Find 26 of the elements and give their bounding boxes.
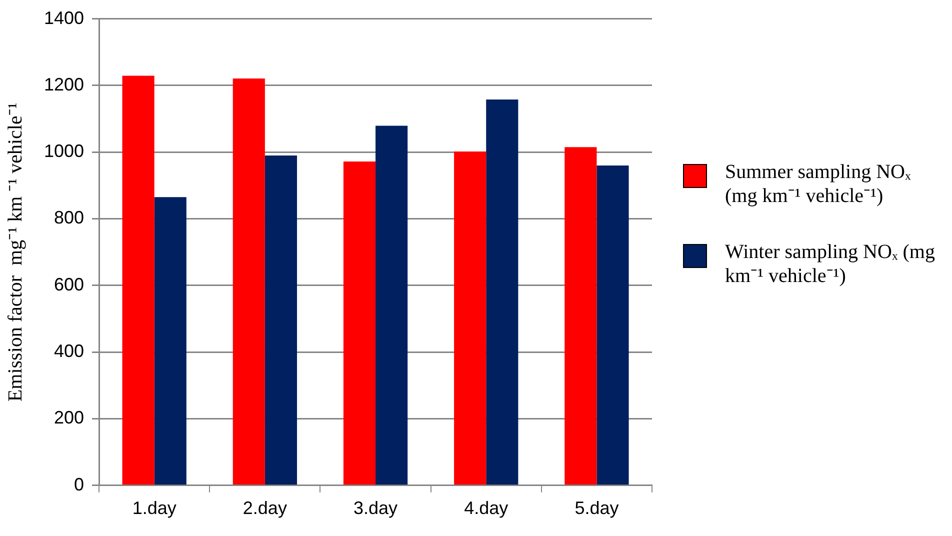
bar	[486, 99, 518, 485]
x-tick-label: 4.day	[464, 498, 508, 518]
y-tick-label: 1200	[44, 74, 84, 94]
legend-label: Summer sampling NOₓ (mg km⁻¹ vehicle⁻¹)	[725, 160, 912, 208]
y-tick-label: 1400	[44, 8, 84, 28]
legend-label: Winter sampling NOₓ (mg km⁻¹ vehicle⁻¹)	[725, 240, 936, 288]
bar	[154, 197, 186, 485]
y-tick-label: 1000	[44, 141, 84, 162]
bar	[376, 126, 408, 485]
x-tick-label: 1.day	[132, 498, 176, 518]
y-axis-title: Emission factor mg⁻¹ km ⁻¹ vehicle⁻¹	[4, 102, 26, 402]
bar	[454, 151, 486, 485]
x-tick-label: 5.day	[574, 498, 619, 518]
y-tick-label: 600	[54, 274, 84, 294]
bar	[596, 165, 629, 485]
bar	[564, 147, 597, 485]
y-tick-label: 0	[74, 474, 84, 494]
bar	[122, 76, 154, 485]
bar	[232, 78, 265, 485]
y-tick-label: 400	[54, 341, 84, 362]
x-tick-label: 2.day	[242, 498, 287, 518]
x-tick-label: 3.day	[354, 498, 398, 518]
bar	[264, 155, 297, 485]
y-tick-label: 800	[54, 208, 84, 228]
bar	[343, 161, 376, 485]
y-tick-label: 200	[54, 408, 84, 428]
